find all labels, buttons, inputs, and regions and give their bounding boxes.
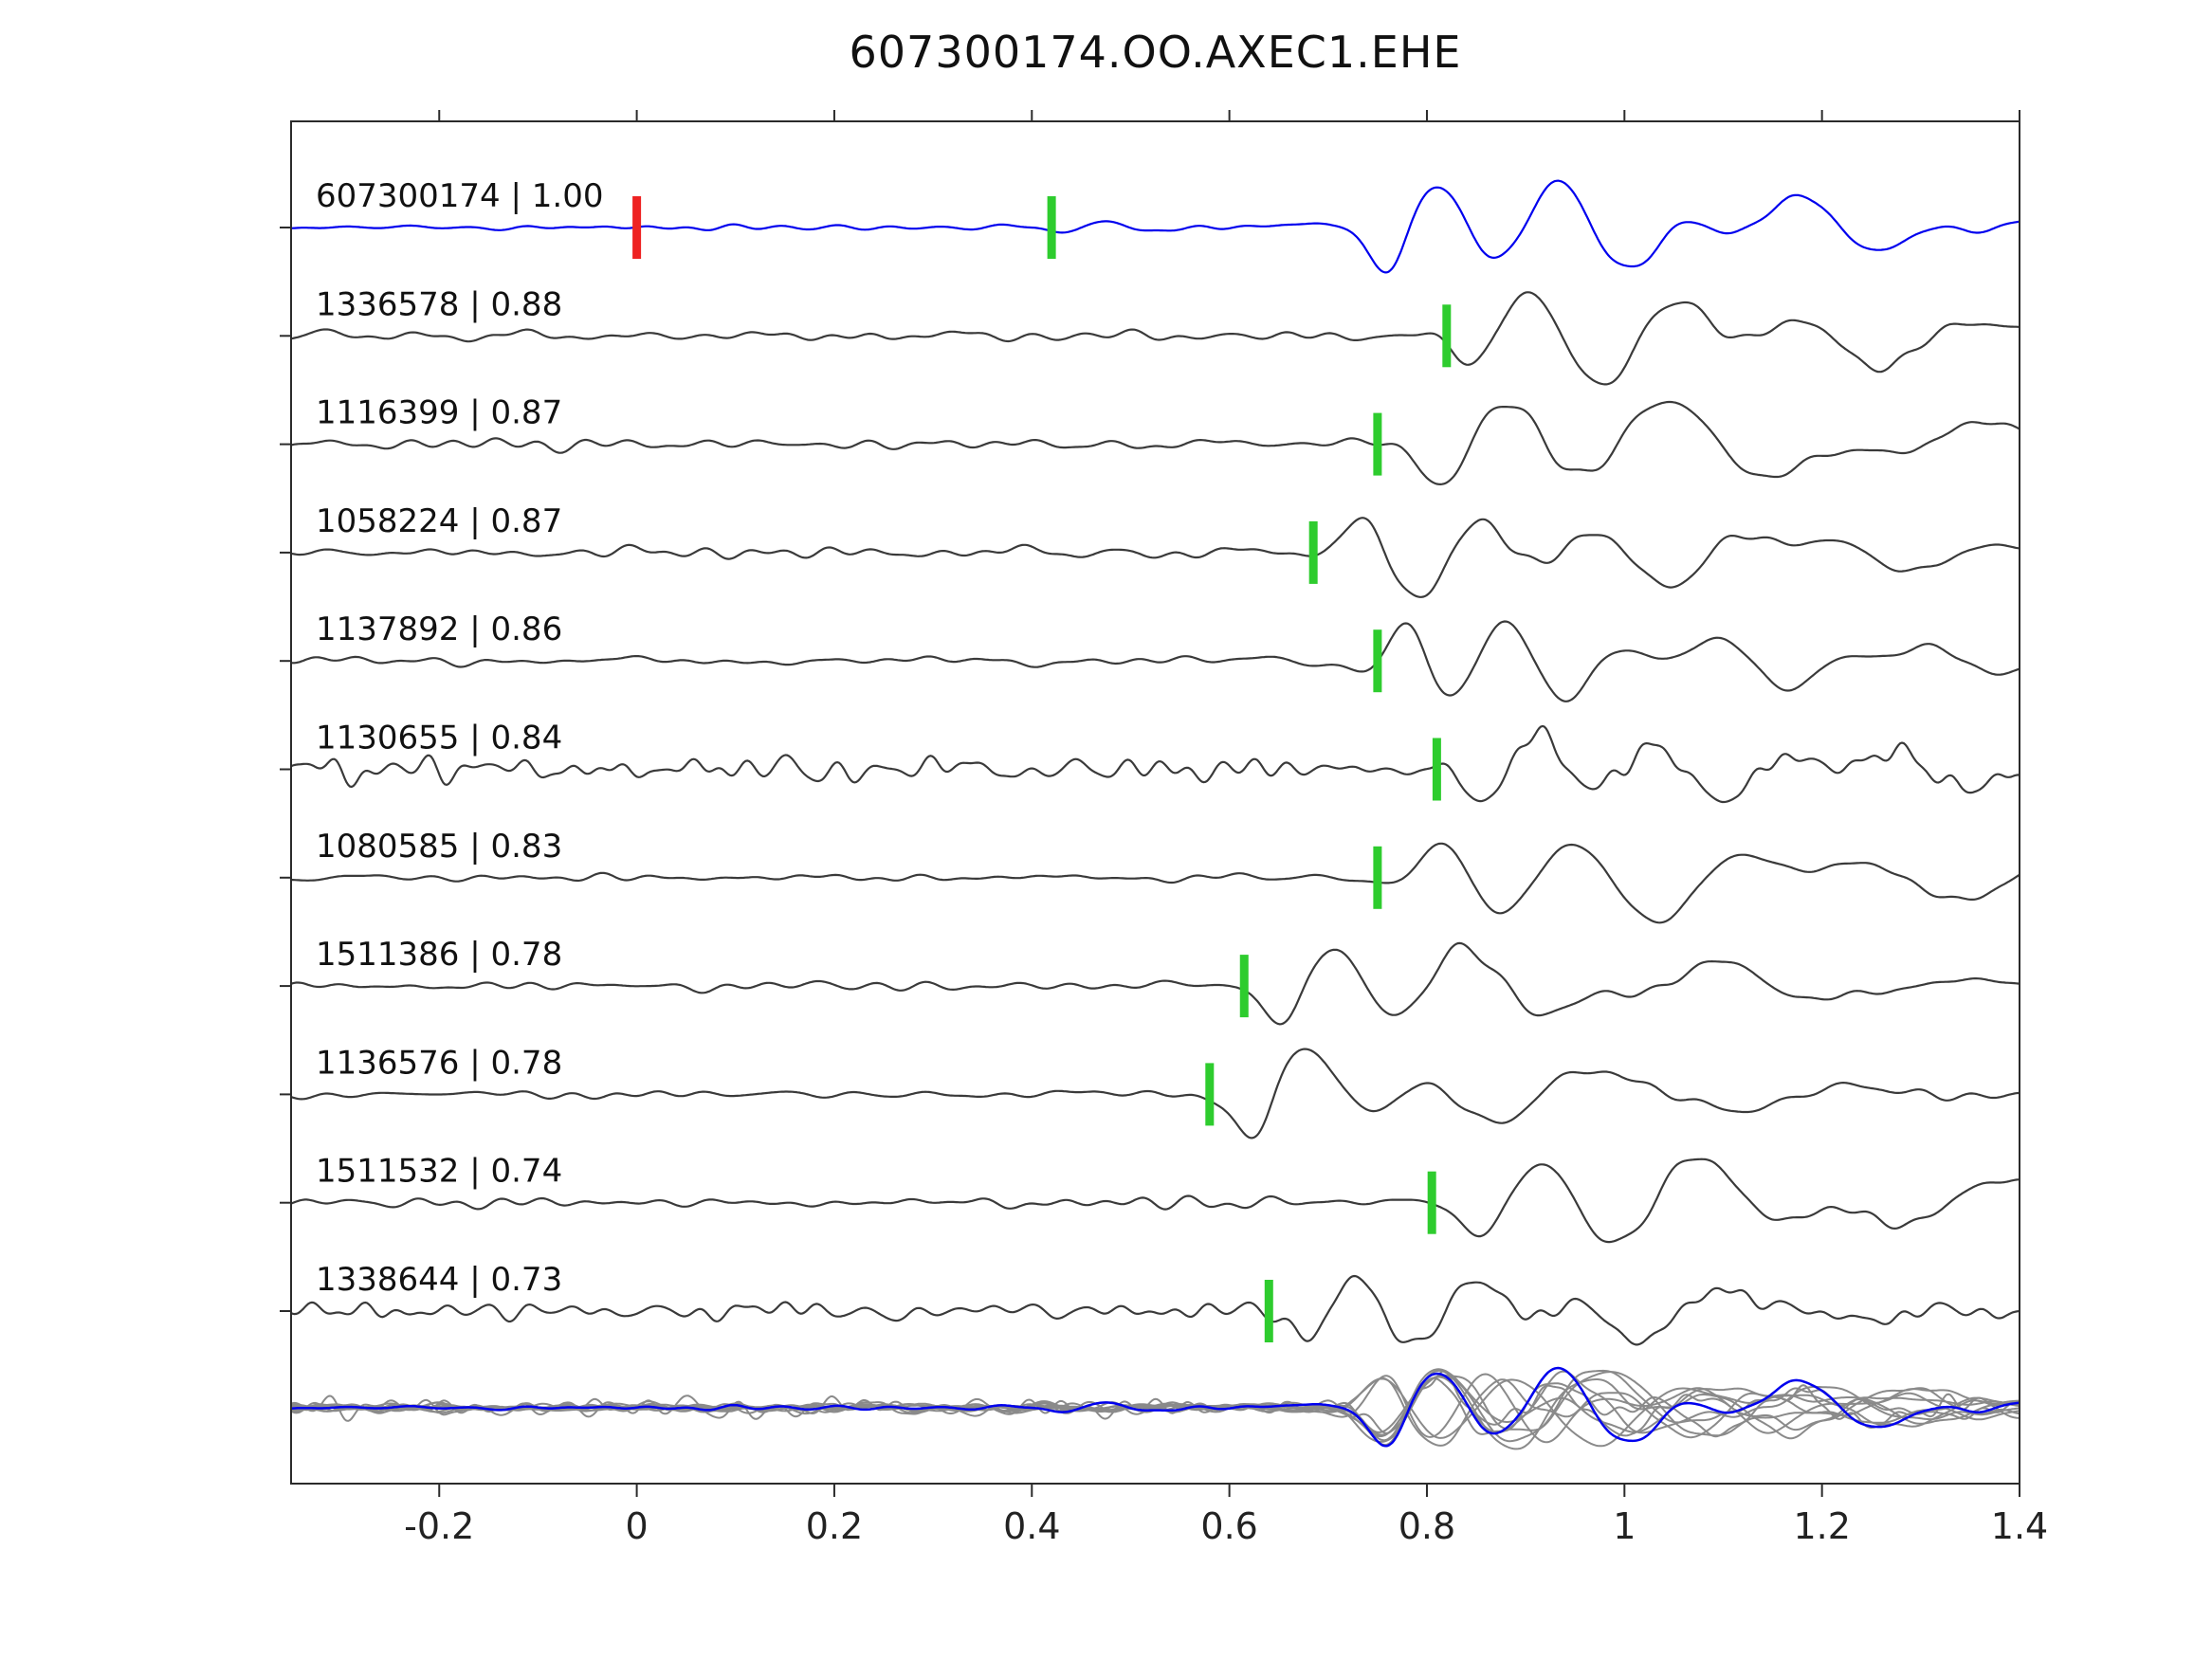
x-tick-label: -0.2	[404, 1505, 474, 1547]
x-tick-label: 1.2	[1793, 1505, 1850, 1547]
trace-label: 1511386 | 0.78	[316, 936, 562, 974]
trace-label: 1336578 | 0.88	[316, 285, 562, 323]
pick-marker	[1432, 738, 1441, 801]
pick-marker	[1308, 520, 1318, 584]
figure-title: 607300174.OO.AXEC1.EHE	[849, 27, 1462, 78]
x-tick-label: 0	[626, 1505, 649, 1547]
trace-label: 1080585 | 0.83	[316, 828, 562, 866]
x-tick-label: 0.6	[1200, 1505, 1257, 1547]
match-trace-path	[291, 724, 2020, 804]
overlay-trace-path	[291, 1377, 2020, 1448]
match-trace-path	[291, 1048, 2020, 1139]
x-tick-label: 1.4	[1991, 1505, 2048, 1547]
match-trace-path	[291, 517, 2020, 598]
trace-label: 1116399 | 0.87	[316, 394, 562, 432]
overlay-reference-path	[291, 1366, 2020, 1448]
overlay-trace-path	[291, 1376, 2020, 1438]
match-trace-path	[291, 842, 2020, 924]
plot-border	[290, 120, 2020, 1485]
pick-marker	[1205, 1063, 1215, 1126]
pick-marker	[1427, 1171, 1436, 1234]
x-tick-label: 0.4	[1003, 1505, 1060, 1547]
reference-trace-path	[291, 179, 2020, 274]
trace-label: 1137892 | 0.86	[316, 611, 562, 648]
x-tick-label: 0.8	[1398, 1505, 1455, 1547]
trace-label: 1511532 | 0.74	[316, 1153, 562, 1191]
pick-marker	[1239, 955, 1249, 1018]
overlay-trace-path	[291, 1370, 2020, 1437]
match-trace-path	[291, 291, 2020, 386]
match-trace-path	[291, 1274, 2020, 1346]
trace-label: 1338644 | 0.73	[316, 1261, 562, 1299]
match-trace-path	[291, 941, 2020, 1026]
x-tick-label: 1	[1613, 1505, 1636, 1547]
pick-marker	[1047, 196, 1056, 259]
pick-marker	[1442, 304, 1452, 368]
pick-marker	[1264, 1280, 1273, 1342]
trace-label: 1136576 | 0.78	[316, 1044, 562, 1082]
trace-area	[291, 179, 2020, 1450]
match-trace-path	[291, 1158, 2020, 1244]
match-trace-path	[291, 620, 2020, 702]
zero-marker	[632, 196, 642, 259]
match-trace-path	[291, 400, 2020, 486]
overlay-trace-path	[291, 1376, 2020, 1447]
trace-label: 1130655 | 0.84	[316, 720, 562, 757]
x-tick-label: 0.2	[806, 1505, 863, 1547]
trace-label: 607300174 | 1.00	[316, 177, 603, 215]
pick-marker	[1373, 629, 1382, 693]
pick-marker	[1373, 846, 1382, 909]
trace-label: 1058224 | 0.87	[316, 502, 562, 540]
pick-marker	[1373, 412, 1382, 476]
